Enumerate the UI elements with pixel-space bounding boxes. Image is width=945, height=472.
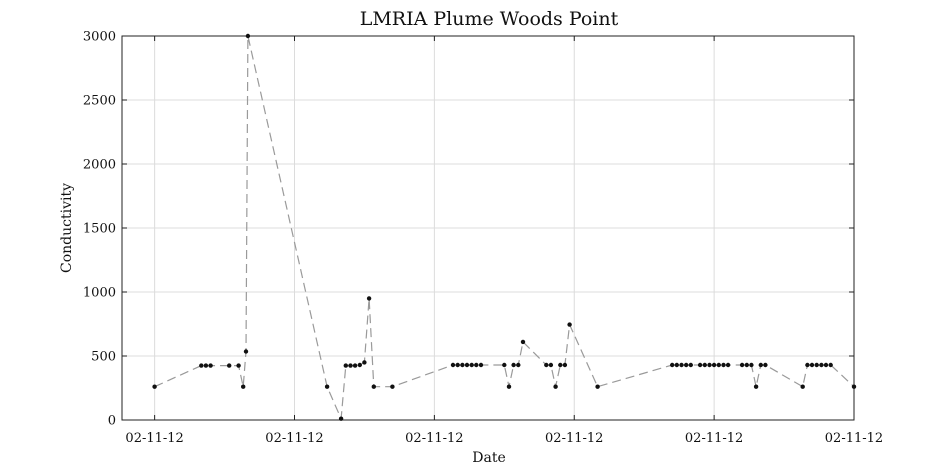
data-point: [474, 362, 479, 368]
data-point: [390, 384, 395, 389]
chart-title: LMRIA Plume Woods Point: [360, 8, 619, 30]
data-point: [152, 384, 157, 389]
data-point: [464, 362, 470, 368]
data-point: [809, 362, 815, 368]
data-point: [707, 362, 712, 368]
x-tick-label: 02-11-12: [405, 431, 463, 446]
data-point: [688, 362, 693, 368]
data-point: [352, 363, 358, 368]
data-point: [511, 362, 516, 368]
data-point: [371, 384, 376, 389]
data-point: [520, 339, 526, 345]
data-point: [506, 384, 512, 389]
data-point: [721, 362, 726, 368]
data-point: [679, 362, 684, 368]
data-point: [469, 362, 474, 368]
data-point: [450, 362, 456, 368]
data-point: [227, 363, 232, 368]
data-point: [236, 363, 241, 368]
series-layer: [152, 33, 857, 421]
data-point: [502, 362, 507, 368]
data-point: [241, 384, 246, 389]
data-point: [203, 363, 209, 368]
y-tick-label: 0: [108, 414, 116, 429]
data-point: [674, 362, 679, 368]
data-point: [753, 384, 759, 389]
data-point: [819, 362, 824, 368]
y-tick-label: 1000: [83, 286, 116, 301]
data-point: [800, 384, 805, 389]
data-point: [199, 363, 204, 368]
data-point: [749, 362, 754, 368]
grid-lines: [122, 35, 855, 421]
y-tick-label: 3000: [83, 30, 116, 45]
data-point: [478, 362, 484, 368]
y-tick-label: 1500: [83, 222, 116, 237]
data-point: [670, 362, 675, 368]
data-point: [739, 362, 745, 368]
y-axis-label: Conductivity: [59, 183, 75, 273]
y-tick-label: 500: [91, 350, 116, 365]
data-point: [828, 362, 833, 368]
data-point: [758, 362, 763, 368]
x-tick-label: 02-11-12: [825, 431, 883, 446]
data-point: [243, 349, 249, 354]
data-point: [548, 362, 554, 368]
data-point: [366, 296, 372, 301]
x-tick-label: 02-11-12: [125, 431, 183, 446]
y-tick-label: 2000: [83, 158, 116, 173]
data-point: [553, 384, 558, 389]
data-point: [324, 384, 330, 389]
data-point: [697, 362, 703, 368]
y-tick-label: 2500: [83, 94, 116, 109]
data-point: [684, 362, 689, 368]
x-tick-label: 02-11-12: [265, 431, 323, 446]
data-point: [851, 384, 857, 389]
data-point: [357, 362, 362, 368]
data-point: [711, 362, 717, 368]
data-point: [567, 322, 572, 327]
data-point: [702, 362, 707, 368]
data-point: [516, 362, 521, 368]
data-point: [544, 362, 549, 368]
data-point: [805, 362, 810, 368]
data-point: [744, 362, 749, 368]
data-point: [716, 362, 721, 368]
data-point: [460, 362, 465, 368]
axis-ticks: 0 500 1000 1500 2000 2500 3000 02-11-12 02-11-12…: [83, 30, 883, 447]
data-point: [562, 362, 568, 368]
data-point: [823, 362, 829, 368]
series-line: [154, 35, 855, 419]
data-point: [338, 416, 344, 421]
data-point: [814, 362, 819, 368]
data-point: [455, 362, 460, 368]
data-point: [208, 363, 213, 368]
data-point: [595, 384, 600, 389]
data-point: [725, 362, 731, 368]
data-point: [362, 360, 367, 365]
data-point: [343, 363, 348, 368]
x-tick-label: 02-11-12: [685, 431, 743, 446]
x-axis-label: Date: [472, 450, 505, 466]
data-point: [245, 33, 251, 39]
data-point: [558, 362, 563, 368]
data-point: [348, 363, 353, 368]
data-point: [763, 362, 768, 368]
x-tick-label: 02-11-12: [545, 431, 603, 446]
